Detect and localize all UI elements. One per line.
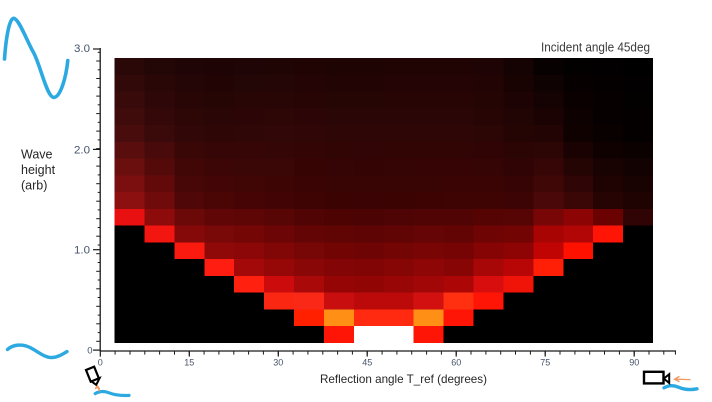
svg-text:60: 60 (451, 357, 461, 367)
svg-text:90: 90 (629, 357, 639, 367)
svg-text:Wave: Wave (21, 148, 53, 162)
svg-text:1.0: 1.0 (74, 244, 90, 256)
svg-text:2.0: 2.0 (74, 144, 90, 156)
svg-text:45: 45 (362, 357, 372, 367)
svg-text:15: 15 (184, 357, 194, 367)
svg-text:3.0: 3.0 (74, 43, 90, 55)
svg-text:75: 75 (540, 357, 550, 367)
svg-text:30: 30 (273, 357, 283, 367)
svg-text:0: 0 (98, 357, 103, 367)
svg-text:0: 0 (87, 345, 92, 356)
svg-text:(arb): (arb) (21, 179, 47, 193)
svg-text:height: height (21, 163, 56, 177)
svg-text:Reflection angle T_ref (degree: Reflection angle T_ref (degrees) (320, 372, 487, 386)
svg-text:Incident angle 45deg: Incident angle 45deg (541, 40, 650, 55)
